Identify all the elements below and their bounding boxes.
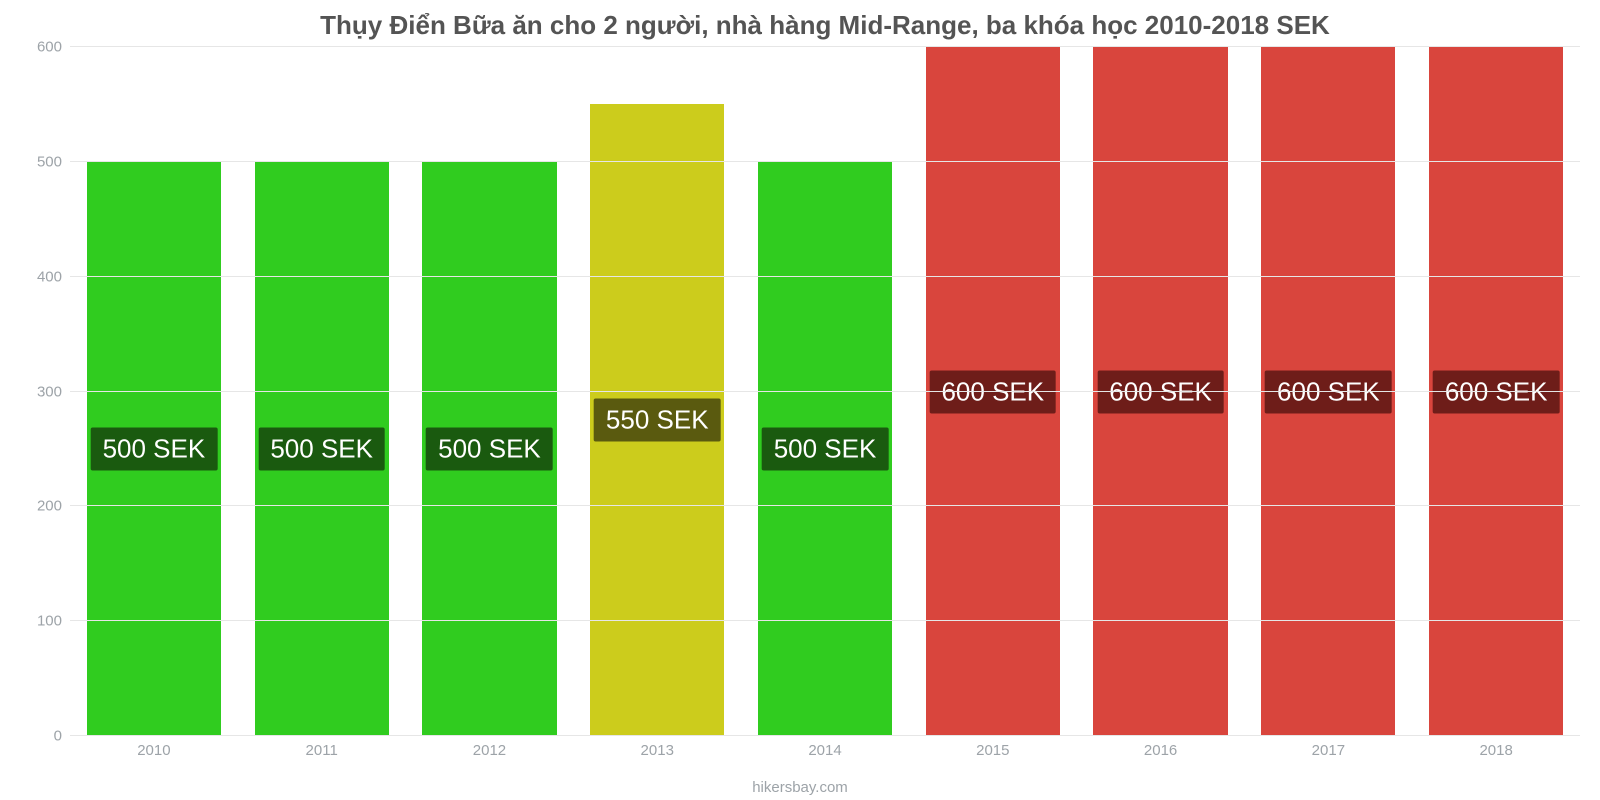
x-tick-label: 2014	[741, 742, 909, 759]
plot-area: 500 SEK 500 SEK 500 SEK 550 SEK 500 SEK 600 S…	[70, 47, 1580, 737]
bar: 600 SEK	[1093, 47, 1227, 736]
x-tick-label: 2010	[70, 742, 238, 759]
y-tick-label: 200	[37, 498, 62, 515]
bar-value-label: 500 SEK	[762, 427, 889, 470]
bar-value-label: 600 SEK	[929, 370, 1056, 413]
credit-text: hikersbay.com	[0, 779, 1600, 796]
y-tick-label: 500	[37, 153, 62, 170]
grid-line	[70, 276, 1580, 277]
bar-value-label: 500 SEK	[91, 427, 218, 470]
bar-value-label: 600 SEK	[1097, 370, 1224, 413]
bar-slot: 600 SEK	[1077, 47, 1245, 736]
bar-slot: 500 SEK	[741, 47, 909, 736]
grid-line	[70, 620, 1580, 621]
x-tick-label: 2013	[573, 742, 741, 759]
bar: 600 SEK	[1429, 47, 1563, 736]
bar-slot: 550 SEK	[573, 47, 741, 736]
grid-line	[70, 46, 1580, 47]
grid-line	[70, 391, 1580, 392]
bar-slot: 600 SEK	[1244, 47, 1412, 736]
bar-value-label: 500 SEK	[258, 427, 385, 470]
x-tick-label: 2017	[1244, 742, 1412, 759]
bar: 500 SEK	[255, 162, 389, 736]
y-tick-label: 300	[37, 383, 62, 400]
bar-slot: 600 SEK	[1412, 47, 1580, 736]
bar: 550 SEK	[590, 104, 724, 736]
bar-slot: 500 SEK	[238, 47, 406, 736]
bar: 500 SEK	[422, 162, 556, 736]
bar: 600 SEK	[1261, 47, 1395, 736]
y-tick-label: 100	[37, 613, 62, 630]
bar-slot: 500 SEK	[406, 47, 574, 736]
x-tick-label: 2018	[1412, 742, 1580, 759]
bar-value-label: 600 SEK	[1433, 370, 1560, 413]
y-tick-label: 0	[54, 728, 62, 745]
bar-value-label: 550 SEK	[594, 399, 721, 442]
bar: 500 SEK	[758, 162, 892, 736]
x-tick-label: 2015	[909, 742, 1077, 759]
x-tick-label: 2012	[406, 742, 574, 759]
bar-slot: 600 SEK	[909, 47, 1077, 736]
bars-group: 500 SEK 500 SEK 500 SEK 550 SEK 500 SEK 600 S…	[70, 47, 1580, 736]
bar-value-label: 500 SEK	[426, 427, 553, 470]
grid-line	[70, 161, 1580, 162]
chart-title: Thụy Điển Bữa ăn cho 2 người, nhà hàng M…	[70, 10, 1580, 41]
y-tick-label: 400	[37, 268, 62, 285]
x-axis: 201020112012201320142015201620172018	[70, 742, 1580, 759]
x-tick-label: 2016	[1077, 742, 1245, 759]
bar: 600 SEK	[926, 47, 1060, 736]
bar-slot: 500 SEK	[70, 47, 238, 736]
y-tick-label: 600	[37, 39, 62, 56]
bar-value-label: 600 SEK	[1265, 370, 1392, 413]
bar: 500 SEK	[87, 162, 221, 736]
x-tick-label: 2011	[238, 742, 406, 759]
grid-line	[70, 735, 1580, 736]
grid-line	[70, 505, 1580, 506]
chart-container: Thụy Điển Bữa ăn cho 2 người, nhà hàng M…	[0, 0, 1600, 800]
